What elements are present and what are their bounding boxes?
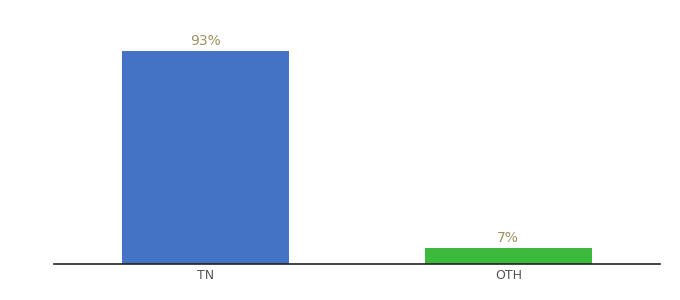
Bar (425, 248, 592, 264)
Bar (122, 51, 289, 264)
Text: 93%: 93% (190, 34, 221, 48)
Text: 7%: 7% (497, 231, 520, 244)
